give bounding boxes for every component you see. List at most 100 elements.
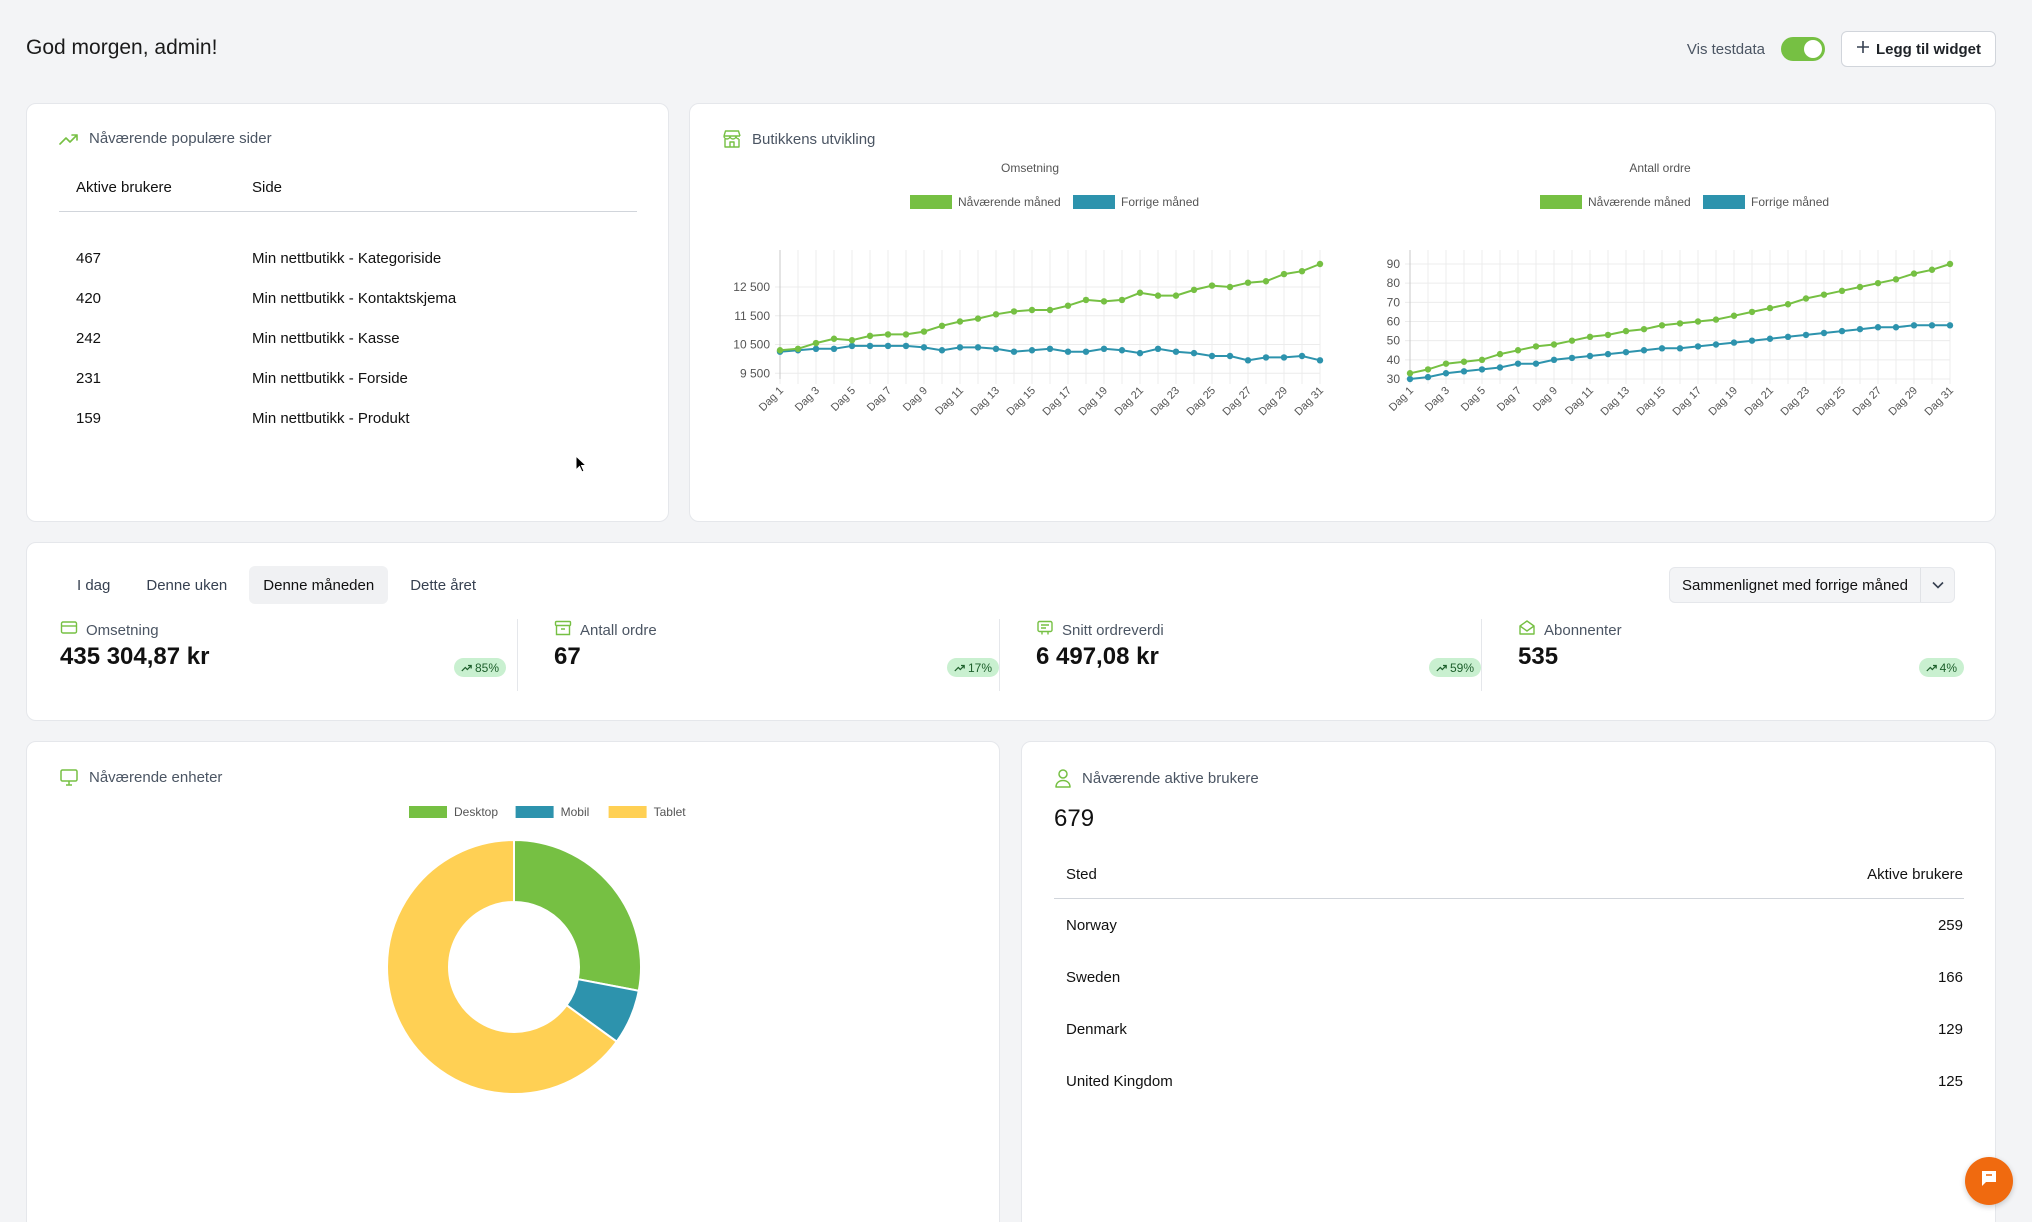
data-point[interactable] bbox=[1586, 352, 1594, 360]
data-point[interactable] bbox=[1262, 278, 1270, 285]
data-point[interactable] bbox=[1838, 327, 1846, 335]
data-point[interactable] bbox=[1532, 360, 1540, 367]
data-point[interactable] bbox=[1208, 282, 1216, 289]
data-point[interactable] bbox=[974, 344, 982, 351]
data-point[interactable] bbox=[1586, 333, 1594, 341]
data-point[interactable] bbox=[1694, 343, 1702, 350]
data-point[interactable] bbox=[1478, 366, 1486, 373]
data-point[interactable] bbox=[866, 342, 874, 350]
data-point[interactable] bbox=[1658, 345, 1666, 352]
slice-desktop[interactable] bbox=[513, 838, 642, 992]
data-point[interactable] bbox=[1622, 327, 1630, 335]
data-point[interactable] bbox=[1406, 375, 1414, 383]
data-point[interactable] bbox=[1820, 329, 1828, 337]
data-point[interactable] bbox=[920, 328, 928, 335]
data-point[interactable] bbox=[1010, 348, 1018, 355]
data-point[interactable] bbox=[866, 332, 874, 340]
data-point[interactable] bbox=[1100, 345, 1108, 353]
data-point[interactable] bbox=[1928, 322, 1936, 329]
legend-label[interactable]: Forrige måned bbox=[1121, 195, 1199, 209]
data-point[interactable] bbox=[1154, 345, 1162, 353]
data-point[interactable] bbox=[1316, 260, 1324, 268]
data-point[interactable] bbox=[902, 331, 910, 338]
legend-label[interactable]: Tablet bbox=[654, 805, 687, 819]
data-point[interactable] bbox=[848, 342, 856, 350]
data-point[interactable] bbox=[1118, 347, 1126, 354]
compare-select[interactable]: Sammenlignet med forrige måned bbox=[1669, 567, 1955, 603]
data-point[interactable] bbox=[1532, 343, 1540, 350]
tab-denne-uken[interactable]: Denne uken bbox=[146, 576, 228, 594]
data-point[interactable] bbox=[1622, 348, 1630, 356]
table-row-page[interactable]: Min nettbutikk - Kategoriside bbox=[252, 250, 442, 267]
tab-i-dag[interactable]: I dag bbox=[77, 576, 111, 594]
data-point[interactable] bbox=[1280, 270, 1288, 278]
data-point[interactable] bbox=[1604, 350, 1612, 358]
data-point[interactable] bbox=[1244, 279, 1252, 286]
testdata-toggle[interactable] bbox=[1781, 37, 1825, 61]
data-point[interactable] bbox=[956, 318, 964, 325]
data-point[interactable] bbox=[974, 315, 982, 322]
data-point[interactable] bbox=[1856, 283, 1864, 291]
data-point[interactable] bbox=[1604, 331, 1612, 339]
data-point[interactable] bbox=[1640, 347, 1648, 354]
table-row-page[interactable]: Min nettbutikk - Kasse bbox=[252, 330, 400, 347]
data-point[interactable] bbox=[1136, 349, 1144, 357]
data-point[interactable] bbox=[1568, 354, 1576, 362]
data-point[interactable] bbox=[1478, 356, 1486, 364]
table-row-page[interactable]: Min nettbutikk - Kontaktskjema bbox=[252, 290, 457, 307]
data-point[interactable] bbox=[1406, 370, 1414, 377]
data-point[interactable] bbox=[1442, 370, 1450, 377]
data-point[interactable] bbox=[1496, 350, 1504, 358]
data-point[interactable] bbox=[1766, 335, 1774, 342]
data-point[interactable] bbox=[992, 345, 1000, 353]
data-point[interactable] bbox=[938, 347, 946, 354]
data-point[interactable] bbox=[1244, 357, 1252, 364]
legend-label[interactable]: Nåværende måned bbox=[1588, 195, 1691, 209]
data-point[interactable] bbox=[1442, 360, 1450, 367]
data-point[interactable] bbox=[1136, 289, 1144, 296]
data-point[interactable] bbox=[848, 336, 856, 344]
legend-label[interactable]: Mobil bbox=[561, 805, 590, 819]
data-point[interactable] bbox=[938, 322, 946, 330]
chevron-down-icon[interactable] bbox=[1920, 568, 1954, 602]
data-point[interactable] bbox=[1262, 354, 1270, 361]
data-point[interactable] bbox=[1514, 360, 1522, 367]
data-point[interactable] bbox=[1082, 348, 1090, 355]
data-point[interactable] bbox=[1424, 366, 1432, 373]
data-point[interactable] bbox=[1712, 341, 1720, 348]
data-point[interactable] bbox=[1082, 296, 1090, 304]
data-point[interactable] bbox=[1046, 306, 1054, 314]
data-point[interactable] bbox=[1910, 270, 1918, 277]
add-widget-button[interactable]: Legg til widget bbox=[1841, 31, 1996, 67]
data-point[interactable] bbox=[1946, 260, 1954, 268]
data-point[interactable] bbox=[1730, 312, 1738, 319]
data-point[interactable] bbox=[1190, 349, 1198, 357]
data-point[interactable] bbox=[1874, 324, 1882, 331]
data-point[interactable] bbox=[1712, 316, 1720, 323]
data-point[interactable] bbox=[1064, 348, 1072, 355]
data-point[interactable] bbox=[794, 345, 802, 353]
data-point[interactable] bbox=[956, 344, 964, 351]
data-point[interactable] bbox=[1100, 298, 1108, 305]
data-point[interactable] bbox=[1064, 302, 1072, 309]
slice-tablet[interactable] bbox=[386, 838, 619, 1095]
legend-label[interactable]: Desktop bbox=[454, 805, 498, 819]
data-point[interactable] bbox=[1496, 364, 1504, 371]
data-point[interactable] bbox=[830, 345, 838, 353]
table-row-page[interactable]: Min nettbutikk - Produkt bbox=[252, 410, 410, 427]
chat-button[interactable] bbox=[1965, 1157, 2013, 1205]
data-point[interactable] bbox=[1676, 345, 1684, 352]
data-point[interactable] bbox=[884, 342, 892, 350]
data-point[interactable] bbox=[1046, 345, 1054, 353]
data-point[interactable] bbox=[1694, 318, 1702, 325]
data-point[interactable] bbox=[812, 345, 820, 353]
data-point[interactable] bbox=[1784, 333, 1792, 341]
data-point[interactable] bbox=[776, 347, 784, 354]
legend-label[interactable]: Forrige måned bbox=[1751, 195, 1829, 209]
data-point[interactable] bbox=[1424, 373, 1432, 381]
data-point[interactable] bbox=[1874, 279, 1882, 287]
data-point[interactable] bbox=[1028, 306, 1036, 314]
data-point[interactable] bbox=[1838, 287, 1846, 295]
table-row-page[interactable]: Min nettbutikk - Forside bbox=[252, 370, 408, 387]
data-point[interactable] bbox=[1910, 322, 1918, 329]
